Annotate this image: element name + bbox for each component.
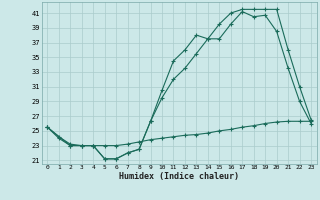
X-axis label: Humidex (Indice chaleur): Humidex (Indice chaleur) — [119, 172, 239, 181]
